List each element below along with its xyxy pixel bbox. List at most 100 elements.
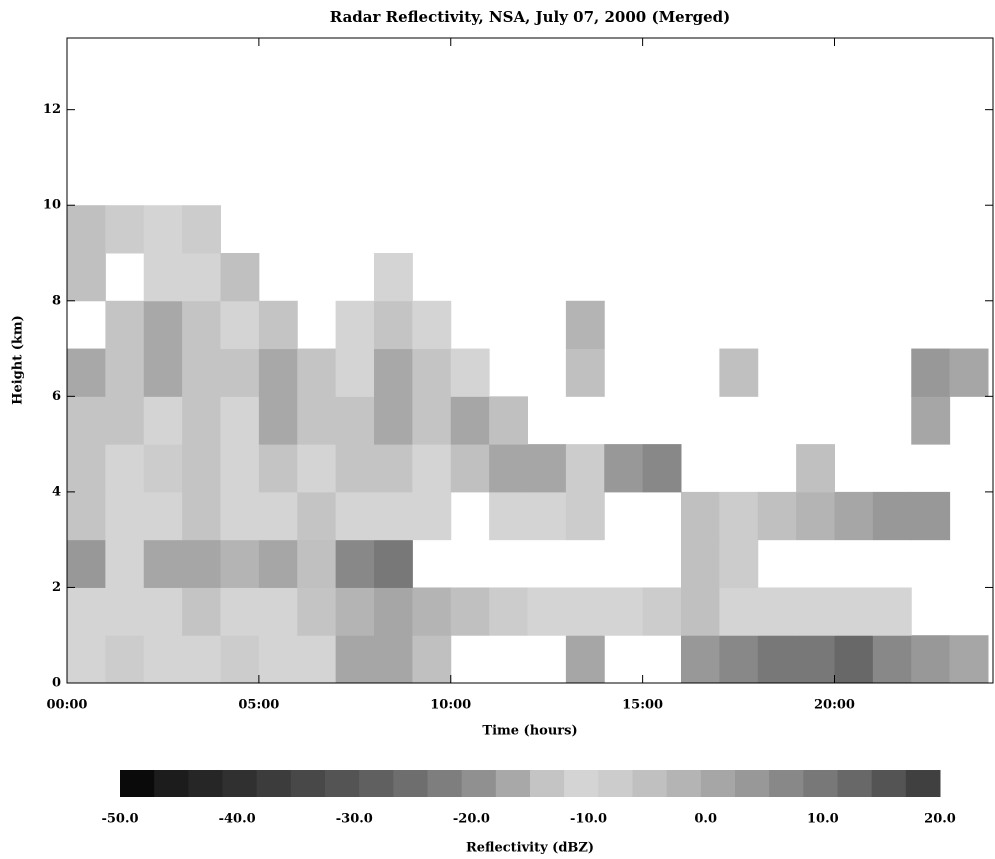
heatmap-cell: [796, 587, 835, 636]
heatmap-cell: [67, 253, 106, 302]
heatmap-cell: [220, 539, 260, 588]
colorbar-cell: [222, 770, 258, 797]
heatmap-cell: [182, 205, 221, 254]
heatmap-cell: [258, 635, 298, 684]
chart-title: Radar Reflectivity, NSA, July 07, 2000 (…: [330, 8, 730, 26]
heatmap-cell: [182, 348, 221, 397]
heatmap-cell: [450, 396, 490, 445]
heatmap-cell: [565, 444, 605, 493]
heatmap-cell: [143, 491, 183, 541]
heatmap-cell: [105, 300, 145, 350]
heatmap-cell: [143, 539, 183, 588]
heatmap-cell: [681, 491, 720, 541]
heatmap-cell: [143, 396, 183, 445]
heatmap-cell: [105, 396, 145, 445]
heatmap-cell: [143, 587, 183, 636]
heatmap-cell: [911, 348, 951, 397]
colorbar-tick-label: 0.0: [694, 812, 717, 827]
heatmap-cell: [374, 491, 413, 541]
heatmap-cell: [182, 300, 221, 350]
colorbar-cell: [666, 770, 702, 797]
colorbar-tick-label: -50.0: [101, 812, 138, 827]
heatmap-cell: [565, 635, 605, 684]
colorbar-tick-label: 20.0: [924, 812, 956, 827]
heatmap-cell: [105, 205, 145, 254]
heatmap-cell: [719, 635, 759, 684]
heatmap-cell: [565, 587, 605, 636]
heatmap-cell: [258, 396, 298, 445]
colorbar-tick-label: 10.0: [807, 812, 839, 827]
heatmap-cell: [67, 587, 106, 636]
heatmap-cell: [67, 205, 106, 254]
heatmap-cell: [220, 300, 260, 350]
heatmap-cell: [719, 539, 759, 588]
heatmap-cell: [412, 587, 452, 636]
heatmap-cell: [220, 587, 260, 636]
heatmap-cell: [796, 444, 835, 493]
heatmap-cell: [182, 539, 221, 588]
heatmap-cell: [335, 348, 375, 397]
heatmap-cell: [450, 587, 490, 636]
colorbar-cell: [769, 770, 804, 797]
heatmap-cell: [911, 396, 951, 445]
heatmap-cell: [143, 300, 183, 350]
colorbar-cell: [632, 770, 668, 797]
x-tick-label: 20:00: [814, 698, 855, 713]
colorbar-cell: [427, 770, 463, 797]
heatmap-cell: [182, 491, 221, 541]
colorbar-cell: [735, 770, 770, 797]
y-axis-label: Height (km): [11, 315, 26, 405]
heatmap-cell: [105, 635, 145, 684]
heatmap-cell: [527, 444, 567, 493]
heatmap-cell: [335, 300, 375, 350]
heatmap-cell: [297, 491, 337, 541]
heatmap-cell: [412, 300, 452, 350]
heatmap-cell: [719, 491, 759, 541]
heatmap-cell: [719, 587, 759, 636]
heatmap-cell: [604, 444, 644, 493]
heatmap-cell: [258, 348, 298, 397]
heatmap-cell: [374, 539, 413, 588]
heatmap-cell: [67, 539, 106, 588]
colorbar-cell: [359, 770, 394, 797]
y-tick-label: 12: [43, 102, 61, 117]
heatmap-cell: [297, 539, 337, 588]
heatmap-cell: [565, 300, 605, 350]
x-tick-label: 15:00: [622, 698, 663, 713]
colorbar-cell: [495, 770, 531, 797]
heatmap-cell: [297, 348, 337, 397]
heatmap-cell: [182, 587, 221, 636]
heatmap-cell: [335, 539, 375, 588]
colorbar-cell: [564, 770, 599, 797]
heatmap-cell: [220, 253, 260, 302]
heatmap-cell: [642, 444, 682, 493]
y-tick-label: 2: [52, 580, 61, 595]
x-axis-label: Time (hours): [482, 724, 577, 739]
heatmap-cell: [105, 348, 145, 397]
heatmap-cell: [220, 396, 260, 445]
heatmap-cell: [220, 444, 260, 493]
y-tick-label: 8: [52, 293, 61, 308]
heatmap-cell: [143, 444, 183, 493]
heatmap-cell: [143, 253, 183, 302]
colorbar-cell: [871, 770, 907, 797]
heatmap-cell: [565, 491, 605, 541]
heatmap-cell: [374, 444, 413, 493]
heatmap-cell: [335, 491, 375, 541]
heatmap-cell: [182, 635, 221, 684]
heatmap-cell: [258, 491, 298, 541]
heatmap-cell: [335, 444, 375, 493]
colorbar-cell: [393, 770, 428, 797]
y-tick-label: 0: [52, 676, 61, 691]
heatmap-cell: [105, 491, 145, 541]
heatmap-cell: [412, 491, 452, 541]
heatmap-cell: [374, 396, 413, 445]
heatmap-cell: [642, 587, 682, 636]
heatmap-cell: [872, 635, 912, 684]
heatmap-cell: [220, 635, 260, 684]
plot-frame: [66, 37, 994, 684]
heatmap-cell: [335, 396, 375, 445]
heatmap-cell: [67, 491, 106, 541]
heatmap-cell: [182, 253, 221, 302]
